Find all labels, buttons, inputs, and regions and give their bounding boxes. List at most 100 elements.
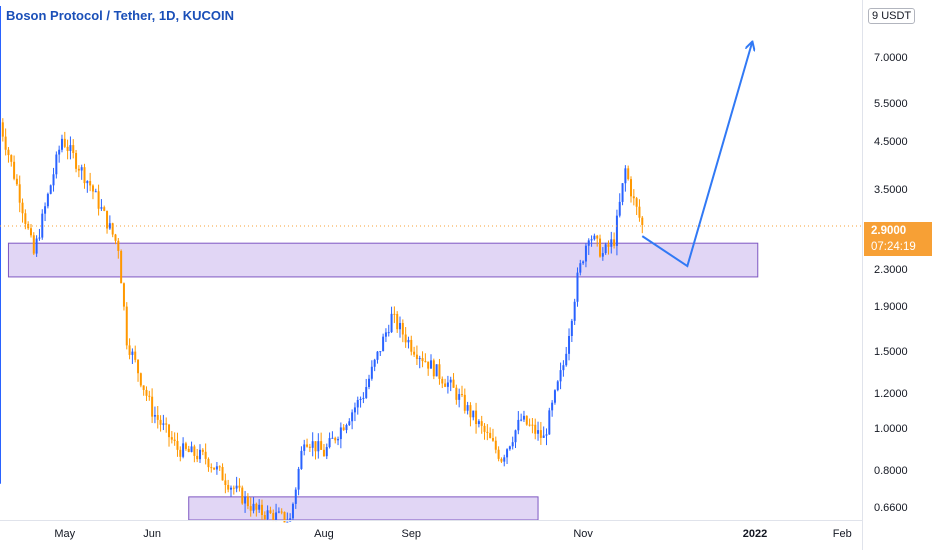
- candle-body: [179, 450, 181, 457]
- candle-body: [416, 355, 418, 359]
- candle-body: [205, 452, 207, 459]
- candle-body: [467, 405, 469, 411]
- candle-body: [548, 410, 550, 434]
- candle-body: [500, 459, 502, 462]
- candle-body: [427, 362, 429, 369]
- time-tick-label: Jun: [143, 528, 161, 540]
- candle-body: [292, 504, 294, 518]
- candle-body: [557, 381, 559, 390]
- candle-body: [512, 442, 514, 446]
- candle-body: [112, 223, 114, 234]
- support-zone-2: [189, 497, 538, 520]
- candle-body: [633, 196, 635, 198]
- candle-body: [571, 321, 573, 336]
- price-axis-separator: [862, 0, 863, 550]
- chart-title: Boson Protocol / Tether, 1D, KUCOIN: [6, 8, 234, 23]
- price-tick-label: 4.5000: [874, 136, 908, 148]
- candle-body: [168, 425, 170, 437]
- candle-body: [560, 370, 562, 381]
- candle-body: [224, 480, 226, 485]
- candle-body: [602, 253, 604, 257]
- candle-body: [47, 194, 49, 206]
- candle-body: [143, 385, 145, 389]
- candle-body: [334, 438, 336, 440]
- candle-body: [484, 426, 486, 432]
- candle-body: [233, 488, 235, 489]
- candle-body: [337, 439, 339, 440]
- price-tick-label: 0.6600: [874, 502, 908, 514]
- candle-body: [171, 437, 173, 440]
- candle-body: [185, 443, 187, 449]
- candle-body: [182, 443, 184, 456]
- candle-body: [326, 447, 328, 456]
- candle-body: [137, 360, 139, 373]
- candle-body: [120, 251, 122, 283]
- candle-body: [320, 441, 322, 450]
- candle-body: [98, 191, 100, 208]
- candle-body: [551, 403, 553, 411]
- candle-body: [478, 421, 480, 424]
- candle-body: [506, 449, 508, 457]
- price-tick-label: 1.5000: [874, 346, 908, 358]
- candle-body: [41, 214, 43, 238]
- candle-body: [129, 345, 131, 355]
- candle-body: [317, 441, 319, 451]
- candle-body: [244, 496, 246, 503]
- projection-arrow: [642, 42, 752, 266]
- time-tick-label: 2022: [743, 528, 767, 540]
- candle-body: [489, 433, 491, 438]
- candle-body: [410, 340, 412, 352]
- candle-body: [345, 425, 347, 430]
- candle-body: [50, 185, 52, 194]
- candle-body: [78, 169, 80, 171]
- candle-body: [126, 307, 128, 346]
- candle-body: [402, 323, 404, 334]
- candle-body: [145, 390, 147, 396]
- candle-body: [622, 183, 624, 202]
- candle-body: [238, 486, 240, 488]
- candle-body: [58, 150, 60, 155]
- candle-body: [174, 440, 176, 441]
- candle-body: [588, 240, 590, 245]
- candle-body: [596, 236, 598, 239]
- candle-body: [574, 302, 576, 321]
- candle-body: [458, 394, 460, 400]
- candle-body: [53, 174, 55, 185]
- candle-body: [534, 425, 536, 434]
- candle-body: [351, 412, 353, 421]
- candle-body: [407, 340, 409, 342]
- candle-body: [16, 179, 18, 184]
- candle-body: [481, 421, 483, 426]
- candle-body: [593, 236, 595, 239]
- candle-body: [216, 466, 218, 469]
- candle-body: [213, 468, 215, 470]
- price-unit-label[interactable]: 9 USDT: [868, 8, 915, 24]
- candle-body: [636, 198, 638, 206]
- candle-body: [638, 207, 640, 218]
- candle-body: [298, 469, 300, 490]
- candle-body: [368, 379, 370, 387]
- candle-body: [469, 405, 471, 417]
- candle-body: [219, 466, 221, 467]
- candle-body: [86, 181, 88, 183]
- candle-body: [165, 423, 167, 424]
- candle-body: [461, 394, 463, 395]
- candle-body: [453, 380, 455, 388]
- candle-body: [140, 373, 142, 385]
- candle-body: [382, 337, 384, 351]
- candle-body: [579, 263, 581, 272]
- candle-body: [64, 139, 66, 147]
- candle-body: [475, 411, 477, 424]
- candle-body: [106, 211, 108, 229]
- candle-body: [69, 145, 71, 151]
- time-tick-label: May: [54, 528, 75, 540]
- candle-body: [157, 415, 159, 420]
- candle-body: [199, 450, 201, 459]
- time-tick-label: Aug: [314, 528, 334, 540]
- candle-body: [391, 314, 393, 332]
- candle-body: [422, 358, 424, 361]
- candle-body: [81, 167, 83, 170]
- candle-body: [22, 203, 24, 214]
- candle-body: [295, 490, 297, 504]
